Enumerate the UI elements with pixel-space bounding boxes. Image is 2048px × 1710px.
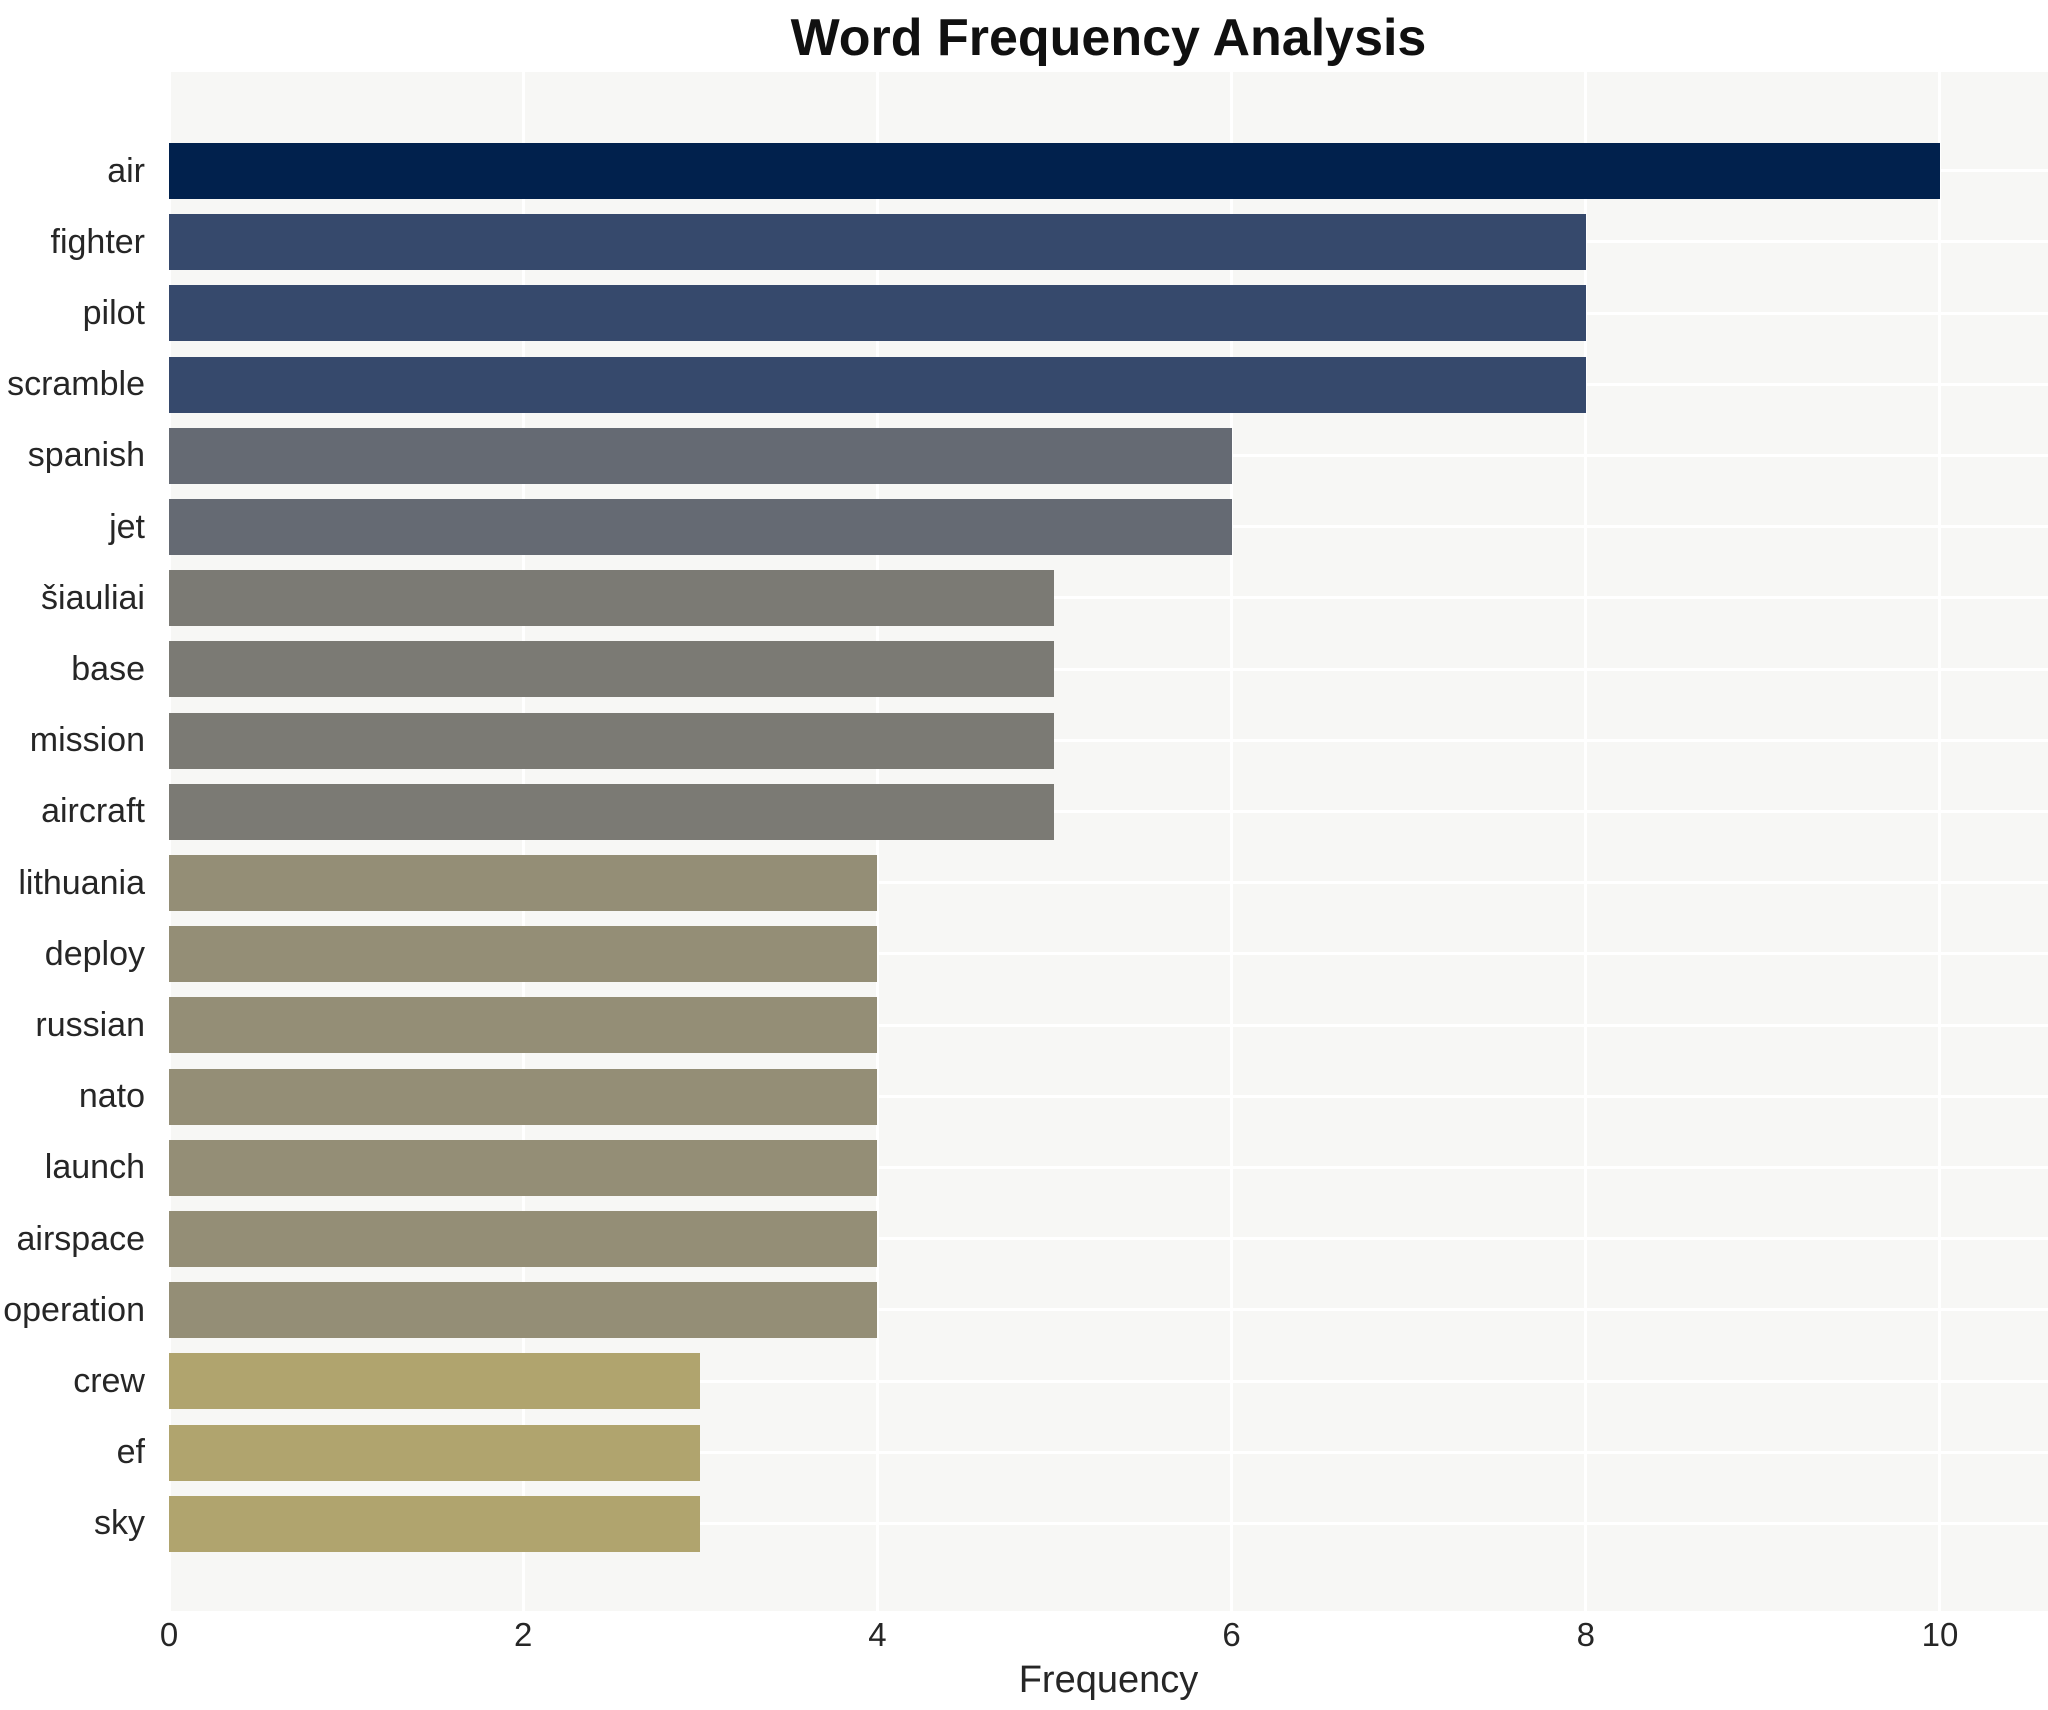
row-fighter: fighter (0, 206, 2048, 278)
bar-crew (169, 1353, 701, 1410)
row-deploy: deploy (0, 918, 2048, 990)
y-label-šiauliai: šiauliai (41, 578, 145, 617)
y-label-pilot: pilot (82, 293, 145, 332)
h-gridline-base (169, 667, 2048, 671)
bar-launch (169, 1139, 878, 1196)
bar-nato (169, 1068, 878, 1125)
h-gridline-operation (169, 1308, 2048, 1312)
y-label-operation: operation (3, 1290, 145, 1329)
h-gridline-mission (169, 738, 2048, 742)
row-šiauliai: šiauliai (0, 562, 2048, 634)
v-gridline-4 (875, 72, 879, 1611)
row-ef: ef (0, 1417, 2048, 1489)
bar-deploy (169, 926, 878, 983)
bar-air (169, 143, 1940, 199)
row-nato: nato (0, 1061, 2048, 1133)
bar-lithuania (169, 855, 878, 911)
y-label-mission: mission (29, 721, 145, 760)
h-gridline-sky (169, 1521, 2048, 1525)
y-label-deploy: deploy (44, 934, 145, 973)
x-tick-2: 2 (514, 1616, 533, 1653)
bar-russian (169, 997, 878, 1054)
row-crew: crew (0, 1345, 2048, 1417)
y-label-jet: jet (109, 507, 145, 546)
bar-mission (169, 712, 1055, 769)
y-label-fighter: fighter (50, 222, 146, 261)
y-label-sky: sky (94, 1504, 145, 1543)
row-jet: jet (0, 491, 2048, 563)
y-label-russian: russian (35, 1005, 145, 1044)
row-airspace: airspace (0, 1203, 2048, 1275)
x-tick-10: 10 (1921, 1616, 1959, 1653)
y-label-crew: crew (73, 1361, 145, 1400)
h-gridline-nato (169, 1094, 2048, 1098)
bar-scramble (169, 356, 1586, 413)
v-gridline-6 (1230, 72, 1234, 1611)
row-air: air (0, 135, 2048, 207)
x-tick-0: 0 (159, 1616, 179, 1653)
x-tick-6: 6 (1222, 1616, 1241, 1653)
y-label-ef: ef (116, 1433, 145, 1472)
bar-jet (169, 499, 1232, 555)
h-gridline-airspace (169, 1237, 2048, 1241)
h-gridline-aircraft (169, 809, 2048, 813)
bar-spanish (169, 427, 1232, 484)
h-gridline-russian (169, 1023, 2048, 1027)
h-gridline-crew (169, 1379, 2048, 1383)
bar-sky (169, 1495, 701, 1552)
row-launch: launch (0, 1132, 2048, 1204)
y-label-launch: launch (44, 1148, 145, 1187)
row-operation: operation (0, 1274, 2048, 1346)
h-gridline-ef (169, 1450, 2048, 1454)
row-pilot: pilot (0, 277, 2048, 349)
v-gridline-0 (167, 72, 171, 1611)
y-label-spanish: spanish (27, 436, 145, 475)
bar-fighter (169, 214, 1586, 271)
y-label-base: base (71, 649, 145, 688)
y-label-air: air (107, 151, 145, 190)
x-tick-8: 8 (1576, 1616, 1595, 1653)
v-gridline-10 (1938, 72, 1942, 1611)
bar-aircraft (169, 783, 1055, 840)
row-sky: sky (0, 1488, 2048, 1560)
y-label-scramble: scramble (7, 365, 145, 404)
row-mission: mission (0, 705, 2048, 777)
bar-operation (169, 1282, 878, 1339)
v-gridline-2 (521, 72, 525, 1611)
h-gridline-deploy (169, 952, 2048, 956)
bar-base (169, 641, 1055, 698)
chart-title: Word Frequency Analysis (790, 9, 1427, 67)
row-aircraft: aircraft (0, 776, 2048, 848)
x-tick-4: 4 (868, 1616, 887, 1653)
row-spanish: spanish (0, 420, 2048, 492)
bar-šiauliai (169, 570, 1055, 627)
v-gridline-8 (1584, 72, 1588, 1611)
y-label-nato: nato (78, 1077, 145, 1116)
row-base: base (0, 633, 2048, 705)
row-lithuania: lithuania (0, 847, 2048, 919)
row-russian: russian (0, 989, 2048, 1061)
h-gridline-launch (169, 1165, 2048, 1169)
y-label-lithuania: lithuania (18, 863, 145, 902)
h-gridline-šiauliai (169, 596, 2048, 600)
bar-ef (169, 1424, 701, 1481)
h-gridline-lithuania (169, 881, 2048, 885)
y-label-airspace: airspace (16, 1219, 145, 1258)
y-label-aircraft: aircraft (41, 792, 145, 831)
bar-pilot (169, 285, 1586, 342)
x-axis-label: Frequency (1018, 1659, 1199, 1701)
bar-airspace (169, 1211, 878, 1267)
row-scramble: scramble (0, 349, 2048, 421)
